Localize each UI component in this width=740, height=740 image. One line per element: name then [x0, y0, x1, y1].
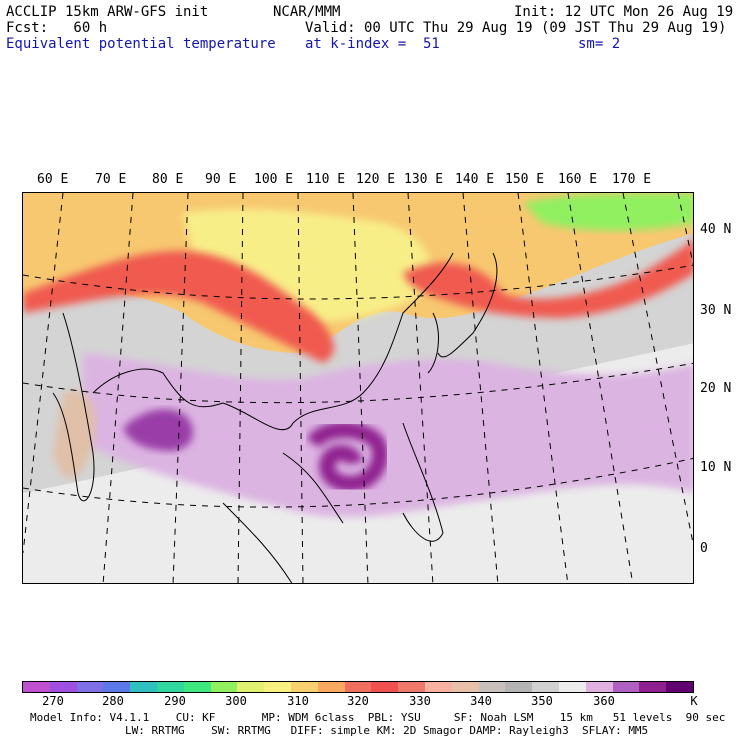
colorbar: [22, 681, 694, 693]
typhoon-spiral: [306, 421, 389, 492]
colorbar-swatch: [344, 682, 372, 692]
longitude-label: 110 E: [306, 172, 346, 187]
graticule: [23, 193, 693, 583]
longitude-label: 160 E: [558, 172, 598, 187]
longitude-label: 100 E: [254, 172, 294, 187]
longitude-label: 60 E: [37, 172, 69, 187]
colorbar-unit: K: [690, 694, 698, 708]
colorbar-swatch: [76, 682, 104, 692]
colorbar-swatch: [156, 682, 184, 692]
model-info-line: Model Info: V4.1.1 CU: KF MP: WDM 6class…: [30, 711, 726, 724]
bay-of-bengal-max: [123, 409, 193, 451]
arabian-sea-region: [53, 390, 96, 479]
longitude-label: 150 E: [505, 172, 545, 187]
latitude-label: 20 N: [700, 381, 732, 396]
latitude-label: 0: [700, 541, 708, 556]
colorbar-swatch: [317, 682, 345, 692]
himalaya-red-band: [23, 251, 334, 363]
colorbar-swatch: [478, 682, 506, 692]
colorbar-swatch: [290, 682, 318, 692]
tropical-high-theta-region: [83, 353, 693, 518]
longitude-label: 170 E: [612, 172, 652, 187]
coastlines: [52, 252, 498, 583]
colorbar-swatch: [371, 682, 399, 692]
model-title: ACCLIP 15km ARW-GFS init: [6, 4, 209, 20]
colorbar-tick-label: 320: [347, 694, 369, 708]
level-index: at k-index = 51: [305, 36, 440, 52]
colorbar-swatch: [398, 682, 425, 692]
colorbar-tick-label: 310: [287, 694, 309, 708]
colorbar-swatch: [237, 682, 265, 692]
colorbar-tick-label: 280: [102, 694, 124, 708]
colorbar-swatch: [424, 682, 452, 692]
colorbar-tick-label: 270: [42, 694, 64, 708]
colorbar-swatch: [639, 682, 667, 692]
colorbar-swatch: [558, 682, 586, 692]
latitude-label: 30 N: [700, 303, 732, 318]
colorbar-tick-label: 360: [593, 694, 615, 708]
colorbar-swatch: [23, 682, 50, 692]
organization-label: NCAR/MMM: [273, 4, 341, 20]
valid-time: Valid: 00 UTC Thu 29 Aug 19 (09 JST Thu …: [305, 20, 727, 36]
colorbar-tick-label: 340: [470, 694, 492, 708]
map-graphic: [23, 193, 693, 583]
colorbar-swatch: [505, 682, 533, 692]
colorbar-swatch: [451, 682, 479, 692]
colorbar-tick-label: 350: [531, 694, 553, 708]
physics-info-line: LW: RRTMG SW: RRTMG DIFF: simple KM: 2D …: [125, 724, 649, 737]
colorbar-swatch: [264, 682, 291, 692]
north-pacific-green-region: [523, 193, 693, 231]
colorbar-swatch: [585, 682, 613, 692]
longitude-label: 120 E: [356, 172, 396, 187]
longitude-label: 70 E: [95, 172, 127, 187]
colorbar-swatch: [103, 682, 131, 692]
colorbar-tick-label: 290: [164, 694, 186, 708]
colorbar-tick-label: 330: [409, 694, 431, 708]
pacific-red-band: [403, 238, 693, 318]
longitude-label: 130 E: [404, 172, 444, 187]
colorbar-swatch: [612, 682, 640, 692]
colorbar-swatch: [183, 682, 211, 692]
colorbar-swatch: [666, 682, 693, 692]
colorbar-swatch: [49, 682, 77, 692]
colorbar-swatch: [532, 682, 559, 692]
forecast-hour: Fcst: 60 h: [6, 20, 108, 36]
init-time: Init: 12 UTC Mon 26 Aug 19: [514, 4, 734, 20]
field-name: Equivalent potential temperature: [6, 36, 276, 52]
latitude-label: 10 N: [700, 460, 732, 475]
latitude-label: 40 N: [700, 222, 732, 237]
colorbar-swatch: [130, 682, 157, 692]
longitude-label: 140 E: [455, 172, 495, 187]
smoothing-label: sm= 2: [578, 36, 621, 52]
colorbar-swatch: [210, 682, 238, 692]
map-panel: [22, 192, 694, 584]
longitude-label: 80 E: [152, 172, 184, 187]
longitude-label: 90 E: [205, 172, 237, 187]
colorbar-tick-label: 300: [225, 694, 247, 708]
